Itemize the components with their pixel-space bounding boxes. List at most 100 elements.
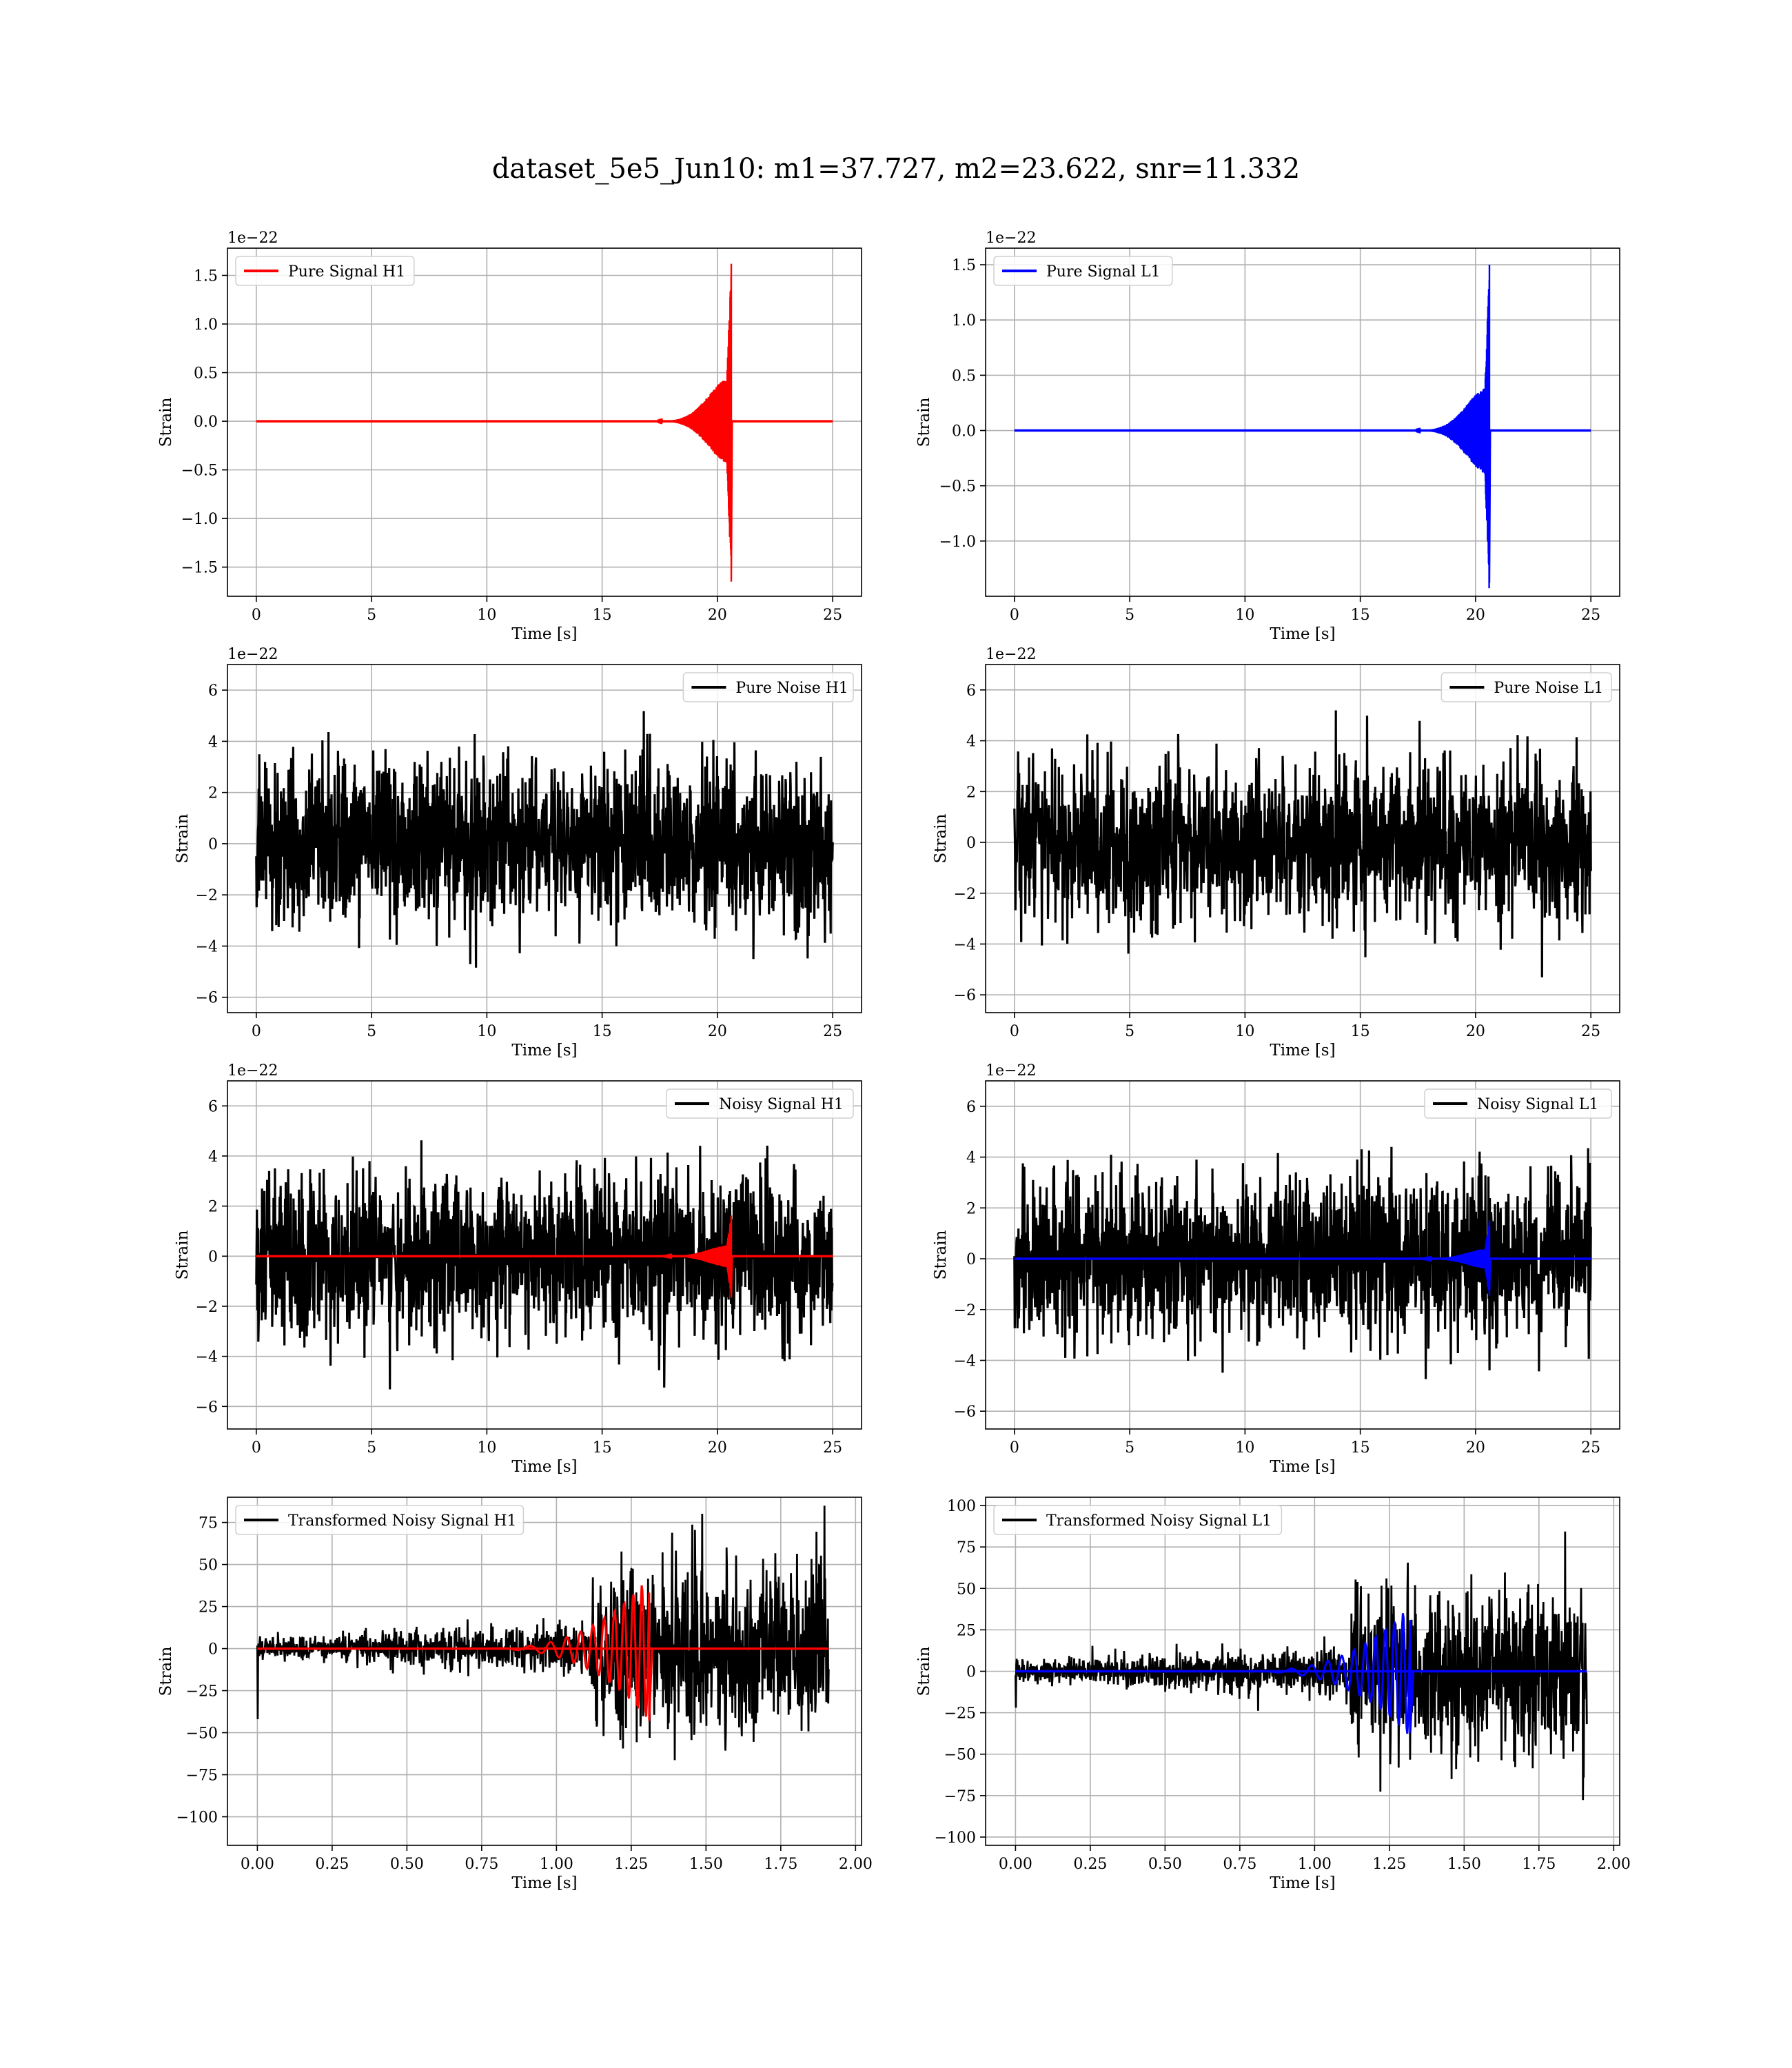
y-axis-label: Strain (915, 397, 933, 447)
x-tick-label: 5 (367, 1439, 376, 1457)
x-tick-label: 0.00 (999, 1856, 1032, 1873)
x-tick-label: 20 (1466, 1023, 1485, 1040)
y-tick-label: 0 (208, 836, 218, 853)
x-tick-label: 0.50 (1148, 1856, 1182, 1873)
y-tick-label: 1.5 (952, 257, 976, 274)
x-tick-label: 0 (252, 607, 261, 624)
y-tick-label: 6 (208, 682, 218, 700)
noise-line (1013, 1146, 1592, 1379)
panel-noisy-signal-l1: 0 5 10 15 20 25 −6 −4 −2 0 2 4 6 Time [s] Strain 1e−22 N… (932, 1062, 1620, 1476)
x-tick-label: 10 (1235, 1023, 1254, 1040)
x-tick-label: 0.25 (315, 1856, 349, 1873)
x-tick-label: 10 (477, 607, 496, 624)
x-axis-label: Time [s] (511, 1458, 577, 1476)
y-tick-label: 25 (957, 1622, 976, 1639)
transformed-line (256, 1506, 830, 1761)
panel-transformed-h1: 0.00 0.25 0.50 0.75 1.00 1.25 1.50 1.75 2.00 −100… (157, 1497, 873, 1892)
x-tick-label: 25 (1581, 607, 1600, 624)
legend-label: Pure Signal L1 (1046, 263, 1161, 281)
x-tick-label: 15 (593, 1439, 612, 1457)
y-tick-label: −75 (186, 1767, 218, 1785)
y-offset-text: 1e−22 (986, 1062, 1036, 1079)
plot-area (1013, 710, 1592, 977)
x-tick-label: 5 (1125, 607, 1134, 624)
y-tick-label: 2 (208, 1199, 218, 1216)
y-axis-label: Strain (932, 1230, 950, 1279)
legend-box (1424, 1088, 1612, 1119)
x-tick-label: 25 (1581, 1023, 1600, 1040)
legend-label: Noisy Signal H1 (719, 1096, 844, 1113)
y-tick-label: 50 (957, 1581, 976, 1598)
x-tick-label: 10 (1235, 1439, 1254, 1457)
y-tick-label: 4 (966, 733, 976, 751)
x-tick-label: 1.00 (1298, 1856, 1332, 1873)
legend-label: Pure Signal H1 (288, 263, 405, 281)
y-tick-label: −6 (954, 987, 976, 1004)
x-tick-label: 20 (708, 1023, 727, 1040)
legend-box (235, 256, 415, 286)
axes-frame (985, 664, 1620, 1013)
y-tick-label: 0 (208, 1248, 218, 1266)
x-axis-label: Time [s] (1270, 1458, 1335, 1476)
legend-box (235, 1505, 525, 1535)
x-tick-label: 0 (252, 1023, 261, 1040)
x-tick-label: 1.75 (1522, 1856, 1556, 1873)
x-tick-label: 2.00 (1597, 1856, 1631, 1873)
y-tick-label: 0.0 (952, 423, 976, 440)
y-tick-label: 1.0 (952, 312, 976, 330)
y-tick-label: −0.5 (181, 463, 218, 480)
y-axis-label: Strain (174, 813, 192, 863)
legend-box (993, 256, 1173, 286)
y-offset-text: 1e−22 (986, 646, 1036, 663)
x-axis-label: Time [s] (1270, 1042, 1335, 1060)
y-tick-label: 0.5 (952, 367, 976, 385)
y-tick-label: 75 (198, 1515, 218, 1532)
y-tick-label: 75 (957, 1539, 976, 1557)
y-tick-label: −6 (196, 1399, 218, 1416)
y-tick-label: −4 (196, 1349, 218, 1366)
x-tick-label: 0 (1010, 1023, 1019, 1040)
y-tick-label: 4 (208, 1148, 218, 1166)
axes-frame (227, 664, 862, 1013)
y-tick-label: −6 (954, 1403, 976, 1421)
plot-area (1015, 1531, 1588, 1801)
plot-area (256, 1506, 830, 1761)
y-tick-label: −1.0 (939, 534, 976, 551)
y-tick-label: −2 (954, 1302, 976, 1319)
legend-box (682, 672, 854, 702)
y-tick-label: 50 (198, 1557, 218, 1574)
y-offset-text: 1e−22 (227, 230, 278, 247)
y-tick-label: 1.5 (194, 267, 218, 285)
y-tick-label: 0.5 (194, 365, 218, 383)
x-tick-label: 0.50 (390, 1856, 424, 1873)
legend-box (1440, 672, 1612, 702)
y-tick-label: 0 (966, 835, 976, 852)
y-tick-label: −0.5 (939, 478, 976, 496)
y-tick-label: −75 (944, 1788, 976, 1805)
y-tick-label: −25 (944, 1705, 976, 1723)
panel-transformed-l1: 0.00 0.25 0.50 0.75 1.00 1.25 1.50 1.75 2.00 −100… (915, 1497, 1631, 1892)
x-tick-label: 5 (1125, 1439, 1134, 1457)
x-tick-label: 15 (593, 1023, 612, 1040)
plot-area (1013, 1146, 1592, 1379)
x-tick-label: 1.00 (540, 1856, 573, 1873)
legend-label: Pure Noise L1 (1494, 680, 1603, 697)
y-tick-label: 100 (947, 1498, 976, 1515)
x-tick-label: 1.50 (689, 1856, 723, 1873)
x-axis-label: Time [s] (511, 625, 577, 643)
legend-label: Transformed Noisy Signal H1 (288, 1512, 517, 1530)
y-tick-label: 2 (966, 784, 976, 801)
y-tick-label: −50 (186, 1725, 218, 1743)
y-axis-label: Strain (157, 1646, 175, 1696)
x-tick-label: 5 (1125, 1023, 1134, 1040)
x-tick-label: 20 (708, 1439, 727, 1457)
x-tick-label: 1.50 (1447, 1856, 1481, 1873)
axes-frame (227, 1497, 862, 1846)
y-tick-label: 0 (966, 1664, 976, 1681)
y-tick-label: 0 (208, 1641, 218, 1659)
x-tick-label: 0.00 (241, 1856, 274, 1873)
plot-area (256, 263, 833, 582)
y-tick-label: 0.0 (194, 414, 218, 431)
legend-label: Noisy Signal L1 (1477, 1096, 1598, 1113)
